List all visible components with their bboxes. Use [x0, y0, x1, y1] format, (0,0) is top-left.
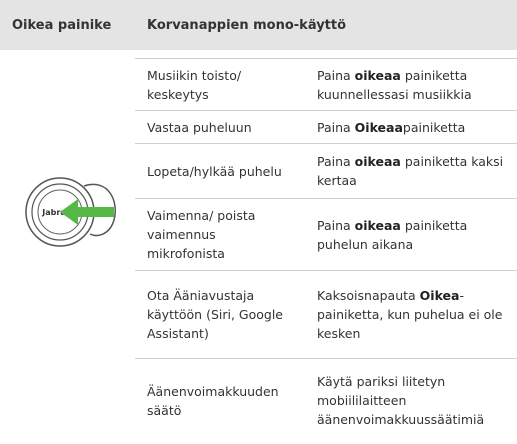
text: painiketta kuunnellessasi musiikkia	[317, 67, 472, 102]
instruction-cell: Kaksoisnapauta Oikea-painiketta, kun puh…	[305, 270, 517, 359]
instruction-cell: Paina oikeaa painiketta kaksi kertaa	[305, 143, 517, 199]
text: painiketta kaksi kertaa	[317, 154, 504, 188]
instruction-cell: Paina Oikeaapainiketta	[305, 110, 517, 144]
action-cell: Vastaa puheluun	[135, 110, 305, 144]
text: Käytä pariksi liitetyn mobiililaitteen ä…	[317, 374, 485, 428]
action-cell: Ota Ääniavustaja käyttöön (Siri, Google …	[135, 270, 305, 359]
action-cell: Musiikin toisto/ keskeytys	[135, 58, 305, 111]
text: -painiketta, kun puhelua ei ole kesken	[317, 288, 503, 341]
instruction-cell: Paina oikeaa painiketta puhelun aikana	[305, 198, 517, 271]
header-cell: Oikea painike	[0, 0, 135, 50]
bold-text: Oikea	[419, 288, 460, 303]
text: painiketta puhelun aikana	[317, 217, 468, 252]
table-row: Vaimenna/ poista vaimennus mikrofonista P…	[0, 198, 517, 271]
instruction-cell: Paina oikeaa painiketta kuunnellessasi m…	[305, 58, 517, 111]
bold-text: oikeaa	[354, 217, 401, 233]
action-cell: Lopeta/hylkää puhelu	[135, 143, 305, 199]
text: Paina	[317, 119, 355, 135]
logo-text: Jabra	[41, 208, 65, 217]
bold-text: oikeaa	[354, 67, 401, 83]
header-cell: Korvanappien mono-käyttö	[135, 0, 517, 50]
text: Paina	[317, 217, 355, 233]
instruction-cell: Käytä pariksi liitetyn mobiililaitteen ä…	[305, 358, 517, 443]
table-row: Ota Ääniavustaja käyttöön (Siri, Google …	[0, 270, 517, 359]
bold-text: oikeaa	[354, 154, 401, 169]
table-row: Vastaa puheluun Paina Oikeaapainiketta	[0, 110, 517, 144]
text: Kaksoisnapauta	[317, 288, 420, 303]
text: painiketta	[402, 119, 466, 135]
earbud-illustration: Jabra	[25, 177, 116, 247]
action-cell: Äänenvoimakkuuden säätö	[135, 358, 305, 443]
action-cell: Vaimenna/ poista vaimennus mikrofonista	[135, 198, 305, 271]
table-row: Lopeta/hylkää puhelu Paina oikeaa painike…	[0, 143, 517, 199]
table-row: Äänenvoimakkuuden säätö Käytä pariksi lii…	[0, 358, 517, 443]
bold-text: Oikeaa	[354, 119, 403, 135]
text: Paina	[317, 67, 355, 83]
table-row: Musiikin toisto/ keskeytys Paina oikeaa p…	[0, 58, 517, 111]
text: Paina	[317, 154, 355, 169]
